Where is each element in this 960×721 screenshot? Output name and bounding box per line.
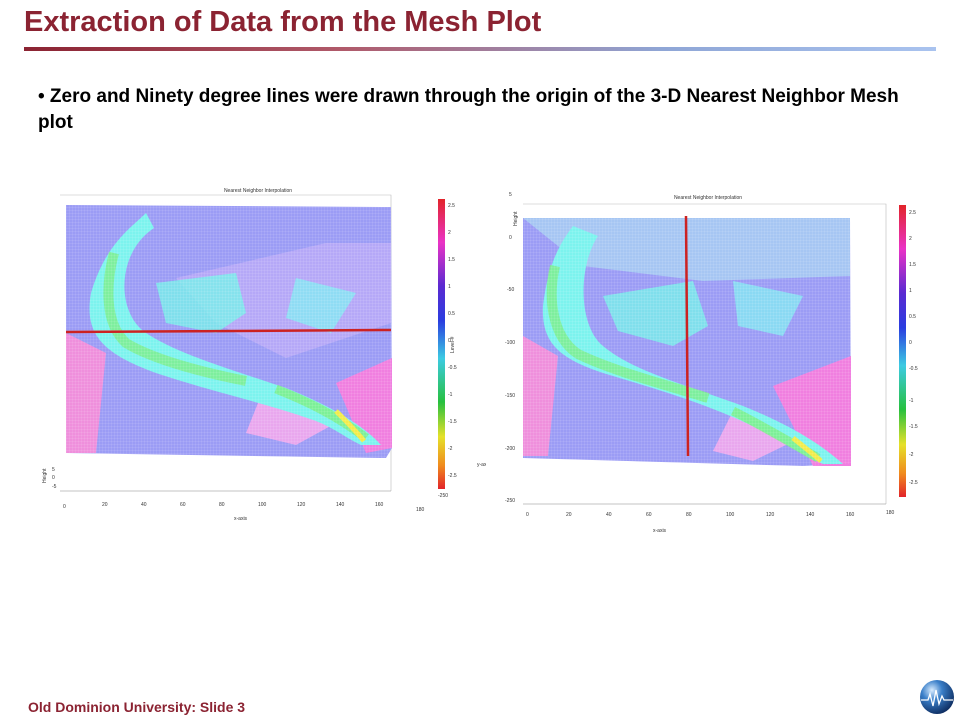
mesh-plot-zero-degree: Nearest Neighbor Interpolation Height 5 … — [36, 183, 486, 523]
svg-text:0: 0 — [448, 338, 451, 344]
svg-text:5: 5 — [52, 467, 55, 473]
bullet-text: • Zero and Ninety degree lines were draw… — [38, 86, 899, 133]
svg-text:2.5: 2.5 — [448, 203, 455, 209]
slide-title: Extraction of Data from the Mesh Plot — [24, 6, 542, 38]
colorbar-ticks: 2.5 2 1.5 1 0.5 0 -0.5 -1 -1.5 -2 -2.5 — [909, 210, 918, 486]
svg-text:-1: -1 — [448, 392, 453, 398]
colorbar — [899, 205, 906, 497]
svg-text:160: 160 — [846, 512, 855, 518]
svg-text:2.5: 2.5 — [909, 210, 916, 216]
svg-text:-0.5: -0.5 — [448, 365, 457, 371]
svg-text:80: 80 — [219, 502, 225, 508]
svg-text:-250: -250 — [438, 493, 448, 499]
svg-text:0: 0 — [526, 512, 529, 518]
zero-degree-line — [65, 328, 392, 334]
y-axis-ticks: 5 0 -50 -100 -150 -200 -250 — [505, 192, 515, 504]
svg-text:-5: -5 — [52, 484, 57, 490]
svg-text:1: 1 — [909, 288, 912, 294]
svg-text:60: 60 — [180, 502, 186, 508]
svg-text:2: 2 — [448, 230, 451, 236]
plot-title: Nearest Neighbor Interpolation — [674, 195, 742, 201]
svg-text:-2: -2 — [909, 452, 914, 458]
x-axis-label: x-axis — [653, 528, 667, 534]
ninety-degree-line — [684, 215, 690, 457]
svg-text:-250: -250 — [505, 498, 515, 504]
svg-text:-0.5: -0.5 — [909, 366, 918, 372]
colorbar-label: Level-# — [450, 336, 456, 353]
svg-text:-1.5: -1.5 — [448, 419, 457, 425]
colorbar-ticks: 2.5 2 1.5 1 0.5 0 -0.5 -1 -1.5 -2 -2.5 -… — [438, 203, 457, 499]
svg-text:140: 140 — [336, 502, 345, 508]
plot-title: Nearest Neighbor Interpolation — [224, 188, 292, 194]
svg-text:-150: -150 — [505, 393, 515, 399]
svg-text:100: 100 — [258, 502, 267, 508]
svg-text:180: 180 — [416, 507, 425, 513]
svg-text:-50: -50 — [507, 287, 514, 293]
z-axis-label: Height — [42, 468, 48, 483]
svg-text:-200: -200 — [505, 446, 515, 452]
x-axis-ticks: 0 20 40 60 80 100 120 140 160 180 — [63, 502, 425, 513]
svg-text:20: 20 — [102, 502, 108, 508]
svg-text:20: 20 — [566, 512, 572, 518]
svg-text:-1.5: -1.5 — [909, 424, 918, 430]
svg-text:-100: -100 — [505, 340, 515, 346]
svg-text:100: 100 — [726, 512, 735, 518]
y-axis-label: y-axis — [477, 462, 486, 468]
footer-text: Old Dominion University: Slide 3 — [28, 699, 246, 715]
z-axis-label: Height — [513, 211, 519, 226]
svg-text:1.5: 1.5 — [909, 262, 916, 268]
svg-text:0: 0 — [63, 504, 66, 510]
svg-text:120: 120 — [766, 512, 775, 518]
z-axis-ticks: 5 0 -5 — [52, 467, 57, 490]
svg-text:-2.5: -2.5 — [909, 480, 918, 486]
svg-text:80: 80 — [686, 512, 692, 518]
svg-text:2: 2 — [909, 236, 912, 242]
svg-text:1: 1 — [448, 284, 451, 290]
globe-logo-icon — [918, 678, 956, 721]
svg-text:0: 0 — [909, 340, 912, 346]
svg-text:40: 40 — [141, 502, 147, 508]
svg-text:0: 0 — [52, 475, 55, 481]
title-divider — [24, 47, 936, 51]
svg-text:0: 0 — [509, 235, 512, 241]
svg-text:-2: -2 — [448, 446, 453, 452]
colorbar — [438, 199, 445, 489]
svg-text:0.5: 0.5 — [909, 314, 916, 320]
svg-text:-1: -1 — [909, 398, 914, 404]
svg-text:60: 60 — [646, 512, 652, 518]
svg-text:5: 5 — [509, 192, 512, 198]
svg-text:140: 140 — [806, 512, 815, 518]
svg-text:1.5: 1.5 — [448, 257, 455, 263]
svg-text:40: 40 — [606, 512, 612, 518]
x-axis-label: x-axis — [234, 516, 248, 522]
mesh-surface — [66, 205, 392, 458]
svg-text:180: 180 — [886, 510, 895, 516]
x-axis-ticks: 0 20 40 60 80 100 120 140 160 180 — [526, 510, 895, 518]
svg-text:120: 120 — [297, 502, 306, 508]
svg-text:0.5: 0.5 — [448, 311, 455, 317]
svg-text:160: 160 — [375, 502, 384, 508]
mesh-plot-ninety-degree: Nearest Neighbor Interpolation Height 5 … — [503, 186, 923, 538]
svg-text:-2.5: -2.5 — [448, 473, 457, 479]
